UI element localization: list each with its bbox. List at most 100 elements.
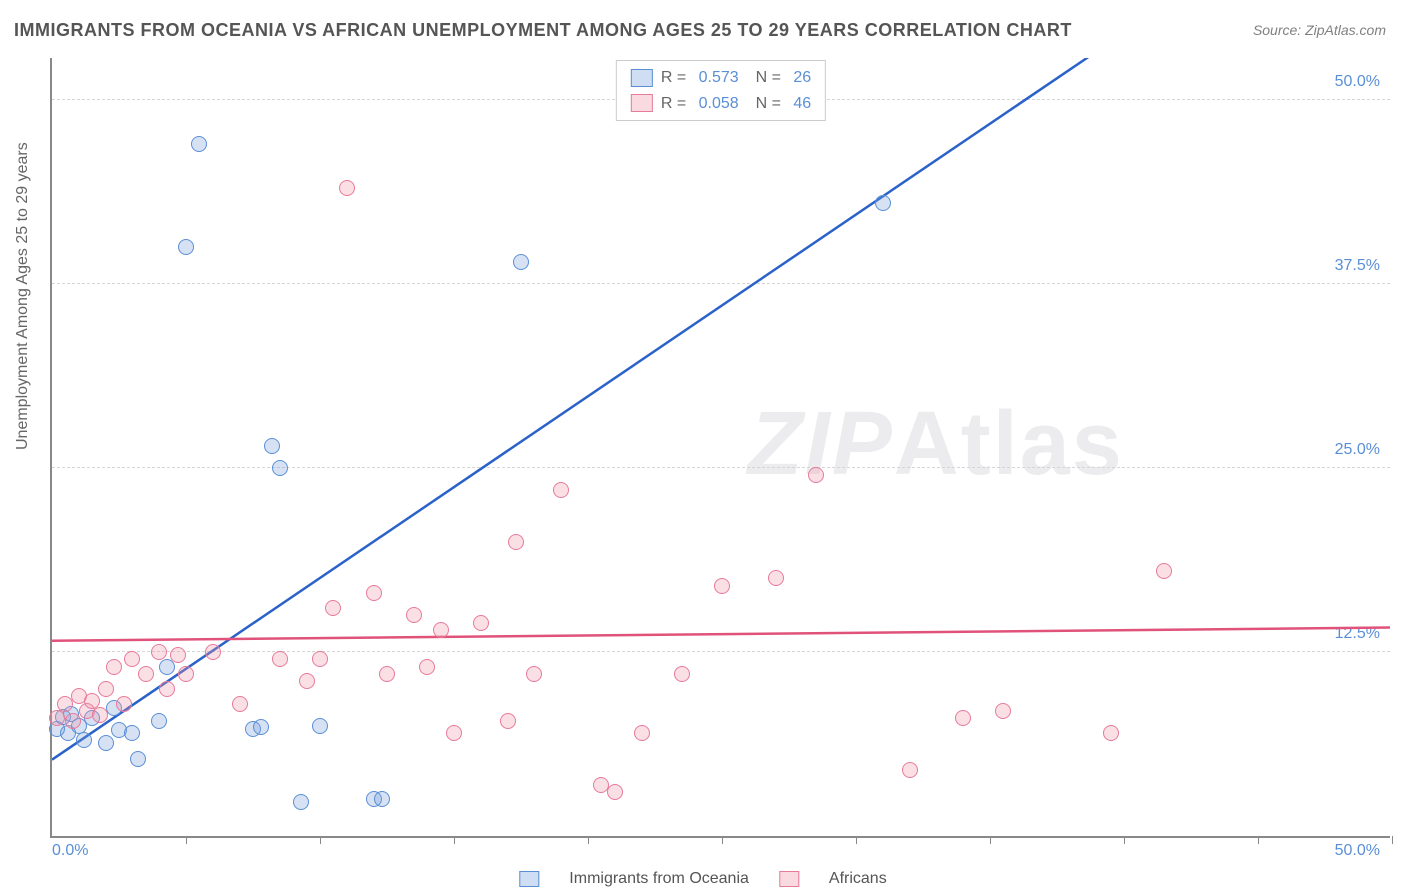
legend-label: Immigrants from Oceania: [569, 870, 749, 888]
data-point: [124, 651, 140, 667]
data-point: [312, 718, 328, 734]
data-point: [419, 659, 435, 675]
y-axis-label: Unemployment Among Ages 25 to 29 years: [14, 142, 32, 450]
x-tick-mark: [990, 836, 991, 844]
swatch-icon: [519, 871, 539, 887]
x-tick-mark: [320, 836, 321, 844]
data-point: [264, 438, 280, 454]
data-point: [84, 693, 100, 709]
r-label: R =: [661, 65, 691, 91]
data-point: [1156, 563, 1172, 579]
data-point: [151, 713, 167, 729]
data-point: [513, 254, 529, 270]
data-point: [232, 696, 248, 712]
data-point: [92, 707, 108, 723]
legend-row-oceania: R = 0.573 N = 26: [631, 65, 811, 91]
trend-lines: [52, 58, 1390, 836]
data-point: [374, 791, 390, 807]
data-point: [65, 713, 81, 729]
data-point: [508, 534, 524, 550]
trend-line: [52, 628, 1390, 641]
data-point: [714, 578, 730, 594]
data-point: [170, 647, 186, 663]
data-point: [433, 622, 449, 638]
plot-area: ZIPAtlas 12.5%25.0%37.5%50.0% 0.0% 50.0%…: [50, 58, 1390, 838]
x-tick-mark: [1124, 836, 1125, 844]
y-axis-tick: 25.0%: [1335, 441, 1380, 459]
data-point: [379, 666, 395, 682]
x-tick-mark: [186, 836, 187, 844]
gridline: [52, 651, 1390, 652]
data-point: [875, 195, 891, 211]
x-tick-mark: [722, 836, 723, 844]
data-point: [151, 644, 167, 660]
chart-container: IMMIGRANTS FROM OCEANIA VS AFRICAN UNEMP…: [0, 0, 1406, 892]
data-point: [205, 644, 221, 660]
data-point: [124, 725, 140, 741]
data-point: [406, 607, 422, 623]
data-point: [116, 696, 132, 712]
data-point: [446, 725, 462, 741]
n-value: 26: [793, 65, 811, 91]
x-tick-mark: [856, 836, 857, 844]
data-point: [159, 681, 175, 697]
data-point: [607, 784, 623, 800]
x-tick-mark: [1258, 836, 1259, 844]
gridline: [52, 467, 1390, 468]
y-axis-tick: 12.5%: [1335, 625, 1380, 643]
data-point: [1103, 725, 1119, 741]
chart-title: IMMIGRANTS FROM OCEANIA VS AFRICAN UNEMP…: [14, 20, 1072, 41]
swatch-icon: [631, 69, 653, 87]
legend-label: Africans: [829, 870, 887, 888]
n-value: 46: [793, 91, 811, 117]
data-point: [674, 666, 690, 682]
data-point: [902, 762, 918, 778]
data-point: [955, 710, 971, 726]
n-label: N =: [747, 65, 786, 91]
n-label: N =: [747, 91, 786, 117]
data-point: [339, 180, 355, 196]
data-point: [808, 467, 824, 483]
x-axis-tick-right: 50.0%: [1335, 842, 1380, 860]
bottom-legend: Immigrants from Oceania Africans: [519, 870, 886, 888]
correlation-legend: R = 0.573 N = 26 R = 0.058 N = 46: [616, 60, 826, 121]
data-point: [312, 651, 328, 667]
data-point: [325, 600, 341, 616]
data-point: [768, 570, 784, 586]
data-point: [191, 136, 207, 152]
data-point: [299, 673, 315, 689]
data-point: [76, 732, 92, 748]
data-point: [178, 666, 194, 682]
data-point: [272, 460, 288, 476]
data-point: [98, 735, 114, 751]
data-point: [138, 666, 154, 682]
swatch-icon: [779, 871, 799, 887]
x-axis-tick-left: 0.0%: [52, 842, 88, 860]
data-point: [526, 666, 542, 682]
data-point: [130, 751, 146, 767]
r-value: 0.573: [699, 65, 739, 91]
trend-line: [52, 58, 1390, 760]
data-point: [253, 719, 269, 735]
data-point: [272, 651, 288, 667]
r-value: 0.058: [699, 91, 739, 117]
x-tick-mark: [1392, 836, 1393, 844]
y-axis-tick: 37.5%: [1335, 257, 1380, 275]
data-point: [49, 710, 65, 726]
y-axis-tick: 50.0%: [1335, 73, 1380, 91]
watermark: ZIPAtlas: [748, 393, 1124, 496]
data-point: [293, 794, 309, 810]
data-point: [473, 615, 489, 631]
data-point: [178, 239, 194, 255]
data-point: [98, 681, 114, 697]
r-label: R =: [661, 91, 691, 117]
data-point: [553, 482, 569, 498]
legend-row-africans: R = 0.058 N = 46: [631, 91, 811, 117]
gridline: [52, 283, 1390, 284]
data-point: [500, 713, 516, 729]
data-point: [995, 703, 1011, 719]
data-point: [366, 585, 382, 601]
swatch-icon: [631, 94, 653, 112]
x-tick-mark: [454, 836, 455, 844]
data-point: [634, 725, 650, 741]
